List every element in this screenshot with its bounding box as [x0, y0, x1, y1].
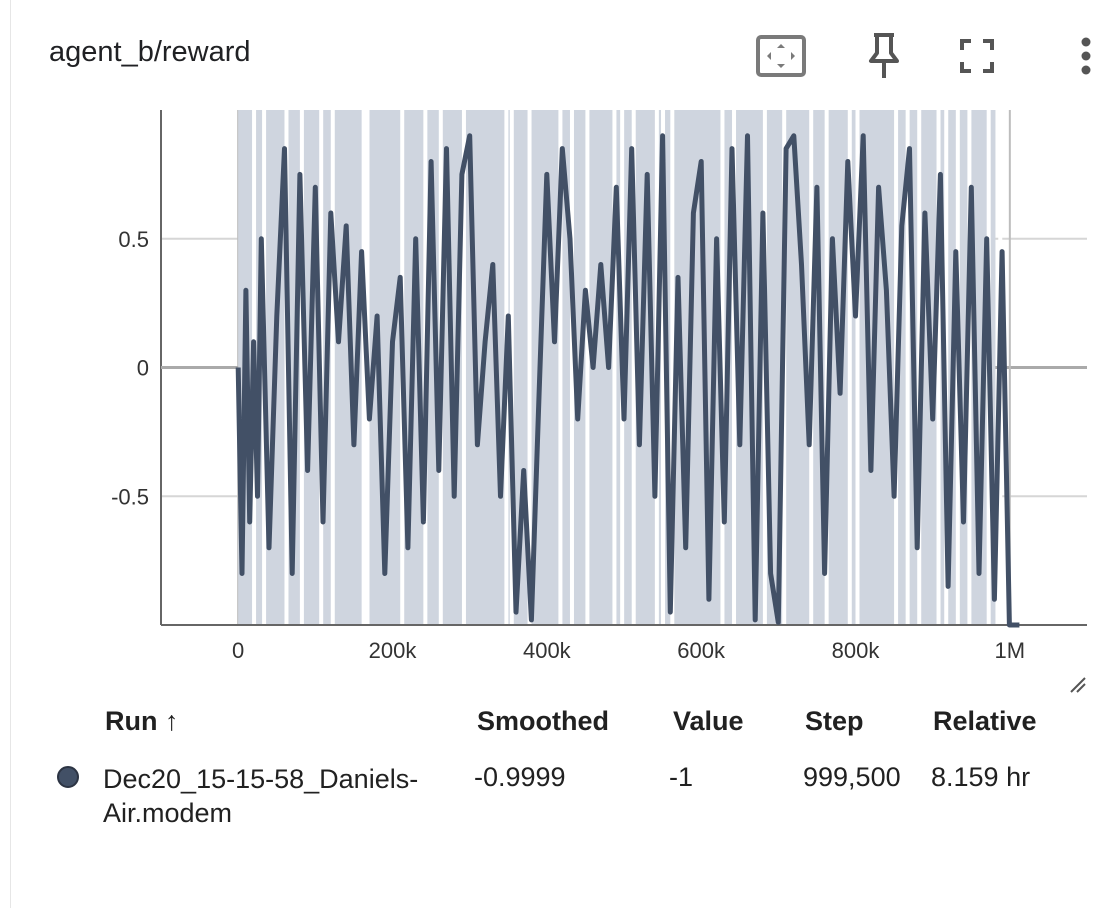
y-tick-label: 0.5 — [118, 227, 149, 252]
x-tick-label: 800k — [832, 638, 881, 663]
fit-domain-icon — [756, 35, 806, 77]
band-gap — [585, 110, 590, 625]
x-tick-label: 200k — [369, 638, 418, 663]
band-gap — [461, 110, 466, 625]
band-gap — [670, 110, 675, 625]
band-gap — [661, 110, 666, 625]
band-gap — [527, 110, 532, 625]
line-chart[interactable]: 0 200k 400k 600k 800k 1M 0.5 0 -0.5 — [11, 0, 1114, 680]
card-title: agent_b/reward — [49, 36, 251, 68]
band-gap — [361, 110, 366, 625]
header-value: Value — [673, 706, 744, 736]
pin-button[interactable] — [858, 30, 910, 82]
resize-handle-icon[interactable] — [1069, 676, 1087, 694]
band-gap — [905, 110, 910, 625]
run-color-dot — [57, 766, 79, 788]
step-value: 999,500 — [803, 762, 901, 792]
scalar-card: agent_b/reward 0 200k 400k 600k 800k 1M 0.5 0 -0… — [10, 0, 1114, 908]
band-gap — [855, 110, 860, 625]
more-vert-icon — [1081, 37, 1091, 75]
fullscreen-icon — [960, 39, 994, 73]
band-gap — [847, 110, 852, 625]
band-gap — [732, 110, 737, 625]
header-smoothed: Smoothed — [477, 706, 609, 736]
band-gap — [936, 110, 941, 625]
x-tick-label: 1M — [995, 638, 1026, 663]
x-tick-label: 0 — [232, 638, 244, 663]
band-gap — [631, 110, 636, 625]
y-tick-label: -0.5 — [111, 484, 149, 509]
band-gap — [299, 110, 304, 625]
card-toolbar — [755, 30, 1114, 82]
more-options-button[interactable] — [1060, 30, 1112, 82]
header-relative: Relative — [933, 706, 1037, 736]
run-name: Dec20_15-15-58_Daniels-Air.modem — [103, 764, 419, 828]
pin-icon — [869, 33, 899, 78]
x-tick-label: 400k — [523, 638, 572, 663]
y-tick-label: 0 — [137, 356, 149, 381]
relative-value: 8.159 hr — [931, 762, 1031, 792]
x-tick-label: 600k — [677, 638, 726, 663]
header-step: Step — [805, 706, 864, 736]
band-gap — [330, 110, 335, 625]
raw-value: -1 — [669, 762, 694, 792]
fullscreen-button[interactable] — [951, 30, 1003, 82]
band-gap — [824, 110, 829, 625]
smoothed-value: -0.9999 — [474, 762, 566, 792]
band-gap — [558, 110, 563, 625]
fit-domain-button[interactable] — [755, 30, 807, 82]
header-run[interactable]: Run ↑ — [105, 706, 179, 736]
band-gap — [612, 110, 617, 625]
band-gap — [569, 110, 574, 625]
